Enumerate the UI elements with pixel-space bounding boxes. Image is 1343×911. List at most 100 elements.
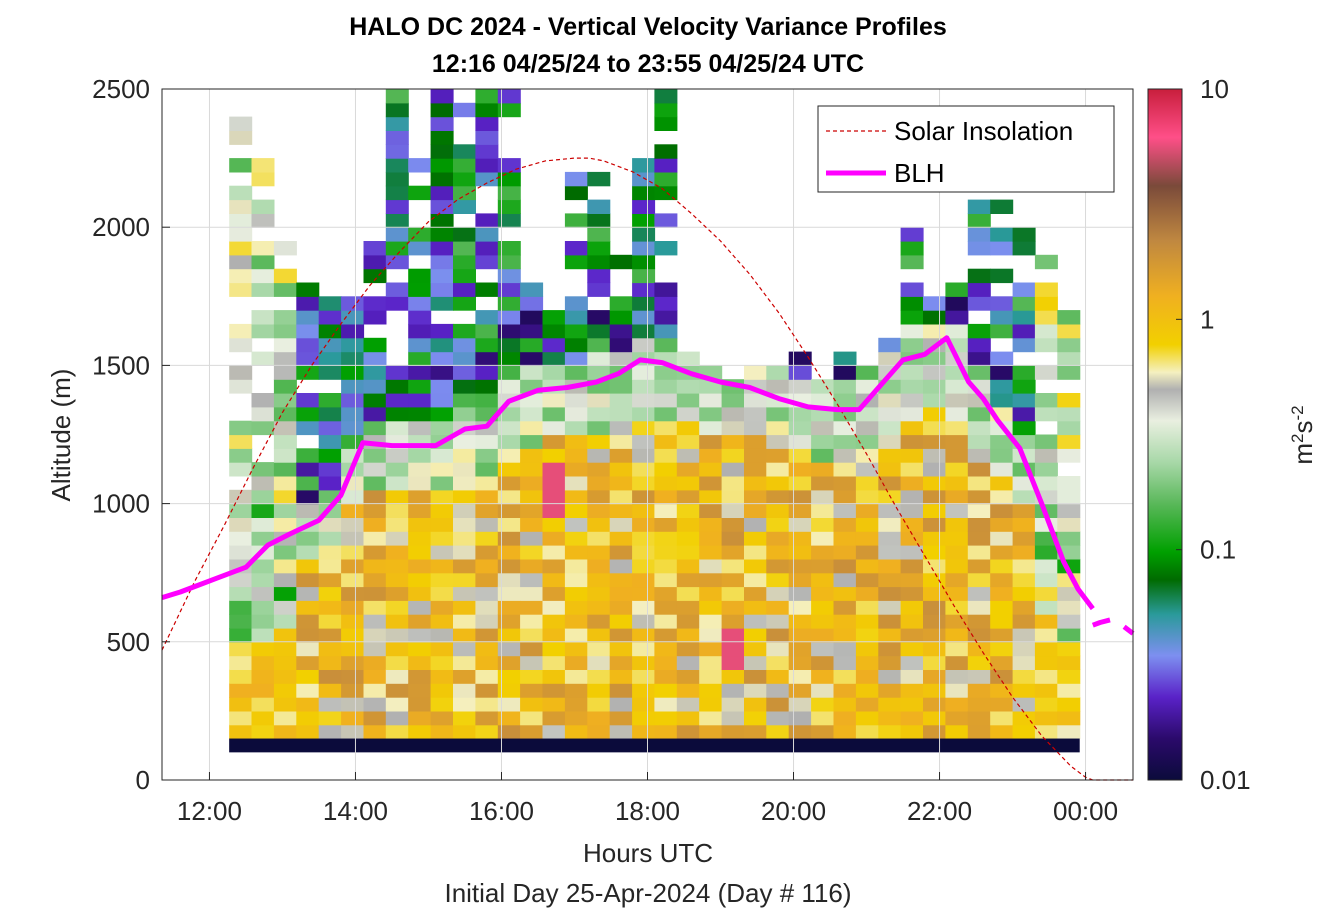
heatmap-cell bbox=[990, 600, 1014, 615]
heatmap-cell bbox=[766, 517, 790, 532]
heatmap-cell bbox=[609, 448, 633, 463]
heatmap-cell bbox=[587, 420, 611, 436]
y-axis-ticks: 0 500 1000 1500 2000 2500 bbox=[92, 74, 170, 795]
heatmap-cell bbox=[654, 241, 678, 256]
heatmap-cell bbox=[341, 310, 365, 325]
heatmap-cell bbox=[475, 351, 499, 366]
heatmap-cell bbox=[609, 669, 633, 684]
heatmap-cell bbox=[296, 310, 320, 325]
heatmap-cell bbox=[833, 379, 857, 394]
heatmap-cell bbox=[632, 710, 656, 726]
heatmap-cell bbox=[363, 545, 387, 560]
heatmap-cell bbox=[1034, 462, 1058, 477]
heatmap-cell bbox=[721, 683, 745, 698]
heatmap-cell bbox=[654, 393, 678, 408]
heatmap-cell bbox=[1057, 448, 1081, 463]
heatmap-cell bbox=[385, 572, 409, 588]
heatmap-cell bbox=[430, 724, 454, 740]
heatmap-cell bbox=[564, 365, 588, 380]
heatmap-cell bbox=[229, 531, 253, 546]
heatmap-cell bbox=[1057, 614, 1081, 629]
heatmap-cell bbox=[967, 213, 991, 228]
heatmap-cell bbox=[788, 365, 812, 380]
heatmap-cell bbox=[251, 489, 275, 505]
heatmap-cell bbox=[632, 600, 656, 615]
heatmap-cell bbox=[654, 406, 678, 422]
heatmap-cell bbox=[453, 241, 476, 256]
heatmap-cell bbox=[229, 158, 253, 173]
heatmap-cell bbox=[990, 503, 1014, 518]
heatmap-cell bbox=[385, 517, 409, 532]
heatmap-cell bbox=[632, 669, 656, 684]
heatmap-cell bbox=[923, 683, 946, 698]
heatmap-cell bbox=[878, 393, 902, 408]
heatmap-cell bbox=[229, 323, 253, 339]
heatmap-cell bbox=[676, 655, 700, 670]
heatmap-cell bbox=[900, 282, 924, 297]
heatmap-cell bbox=[475, 710, 499, 726]
heatmap-cell bbox=[654, 531, 678, 546]
heatmap-cell bbox=[408, 406, 432, 422]
heatmap-cell bbox=[721, 517, 745, 532]
heatmap-cell bbox=[363, 697, 387, 712]
heatmap-cell bbox=[967, 462, 991, 477]
heatmap-cell bbox=[632, 310, 656, 325]
heatmap-cell bbox=[385, 655, 409, 670]
heatmap-cell bbox=[318, 310, 342, 325]
heatmap-cell bbox=[453, 517, 476, 532]
heatmap-cell bbox=[923, 351, 946, 366]
heatmap-cell bbox=[341, 489, 365, 505]
heatmap-cell bbox=[318, 448, 342, 463]
heatmap-cell bbox=[855, 545, 879, 560]
heatmap-cell bbox=[632, 586, 656, 601]
heatmap-cell bbox=[990, 227, 1014, 242]
heatmap-cell bbox=[900, 323, 924, 339]
heatmap-cell bbox=[967, 420, 991, 436]
heatmap-cell bbox=[564, 213, 588, 228]
heatmap-cell bbox=[520, 365, 544, 380]
heatmap-cell bbox=[609, 614, 633, 629]
heatmap-cell bbox=[744, 448, 767, 463]
heatmap-cell bbox=[744, 628, 767, 643]
heatmap-cell bbox=[318, 641, 342, 657]
heatmap-cell bbox=[430, 337, 454, 353]
heatmap-cell bbox=[430, 531, 454, 546]
heatmap-cell bbox=[811, 614, 835, 629]
heatmap-cell bbox=[721, 393, 745, 408]
heatmap-cell bbox=[408, 586, 432, 601]
heatmap-cell bbox=[453, 158, 476, 173]
heatmap-cell bbox=[520, 600, 544, 615]
x-tick-label: 16:00 bbox=[469, 796, 534, 826]
heatmap-cell bbox=[408, 517, 432, 532]
heatmap-cell bbox=[296, 503, 320, 518]
heatmap-cell bbox=[542, 545, 566, 560]
heatmap-cell bbox=[923, 586, 946, 601]
heatmap-cell bbox=[430, 586, 454, 601]
heatmap-cell bbox=[676, 434, 700, 449]
heatmap-cell bbox=[1034, 558, 1058, 574]
heatmap-cell bbox=[721, 669, 745, 684]
heatmap-cell bbox=[766, 545, 790, 560]
heatmap-cell bbox=[945, 517, 969, 532]
heatmap-cell bbox=[878, 545, 902, 560]
heatmap-cell bbox=[900, 724, 924, 740]
heatmap-cell bbox=[453, 697, 476, 712]
heatmap-cell bbox=[363, 517, 387, 532]
heatmap-cell bbox=[430, 655, 454, 670]
heatmap-cell bbox=[833, 710, 857, 726]
heatmap-cell bbox=[855, 655, 879, 670]
heatmap-cell bbox=[990, 476, 1014, 491]
heatmap-cell bbox=[699, 489, 723, 505]
heatmap-cell bbox=[453, 102, 476, 118]
heatmap-cell bbox=[945, 462, 969, 477]
heatmap-cell bbox=[453, 337, 476, 353]
heatmap-cell bbox=[967, 710, 991, 726]
heatmap-cell bbox=[430, 130, 454, 145]
heatmap-cell bbox=[520, 655, 544, 670]
heatmap-cell bbox=[855, 489, 879, 505]
heatmap-cell bbox=[632, 393, 656, 408]
heatmap-cell bbox=[721, 489, 745, 505]
heatmap-cell bbox=[967, 545, 991, 560]
heatmap-cell bbox=[609, 600, 633, 615]
heatmap-cell bbox=[363, 586, 387, 601]
